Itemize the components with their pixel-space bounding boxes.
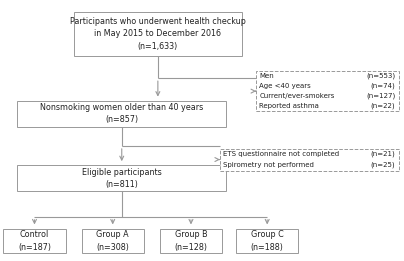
Text: Group B
(n=128): Group B (n=128) bbox=[175, 230, 208, 252]
Text: Eligible participants
(n=811): Eligible participants (n=811) bbox=[82, 168, 162, 189]
Text: Participants who underwent health checkup
in May 2015 to December 2016
(n=1,633): Participants who underwent health checku… bbox=[70, 17, 246, 51]
Text: Current/ever-smokers: Current/ever-smokers bbox=[259, 93, 335, 99]
Text: Age <40 years: Age <40 years bbox=[259, 83, 311, 89]
FancyBboxPatch shape bbox=[3, 229, 65, 253]
Text: (n=553): (n=553) bbox=[366, 73, 396, 79]
Text: (n=25): (n=25) bbox=[371, 162, 396, 168]
Text: (n=74): (n=74) bbox=[370, 83, 396, 89]
FancyBboxPatch shape bbox=[256, 71, 399, 111]
Text: Spirometry not performed: Spirometry not performed bbox=[223, 162, 314, 168]
Text: Reported asthma: Reported asthma bbox=[259, 103, 319, 109]
Text: (n=21): (n=21) bbox=[370, 151, 396, 157]
Text: Nonsmoking women older than 40 years
(n=857): Nonsmoking women older than 40 years (n=… bbox=[40, 103, 203, 124]
Text: ETS questionnaire not completed: ETS questionnaire not completed bbox=[223, 151, 339, 157]
Text: Group C
(n=188): Group C (n=188) bbox=[251, 230, 284, 252]
FancyBboxPatch shape bbox=[74, 12, 242, 56]
Text: Control
(n=187): Control (n=187) bbox=[18, 230, 51, 252]
FancyBboxPatch shape bbox=[17, 101, 226, 127]
FancyBboxPatch shape bbox=[236, 229, 298, 253]
FancyBboxPatch shape bbox=[17, 165, 226, 191]
Text: (n=22): (n=22) bbox=[371, 103, 396, 109]
Text: (n=127): (n=127) bbox=[366, 93, 396, 99]
Text: Men: Men bbox=[259, 73, 274, 79]
FancyBboxPatch shape bbox=[160, 229, 222, 253]
FancyBboxPatch shape bbox=[82, 229, 144, 253]
FancyBboxPatch shape bbox=[220, 149, 399, 170]
Text: Group A
(n=308): Group A (n=308) bbox=[96, 230, 129, 252]
